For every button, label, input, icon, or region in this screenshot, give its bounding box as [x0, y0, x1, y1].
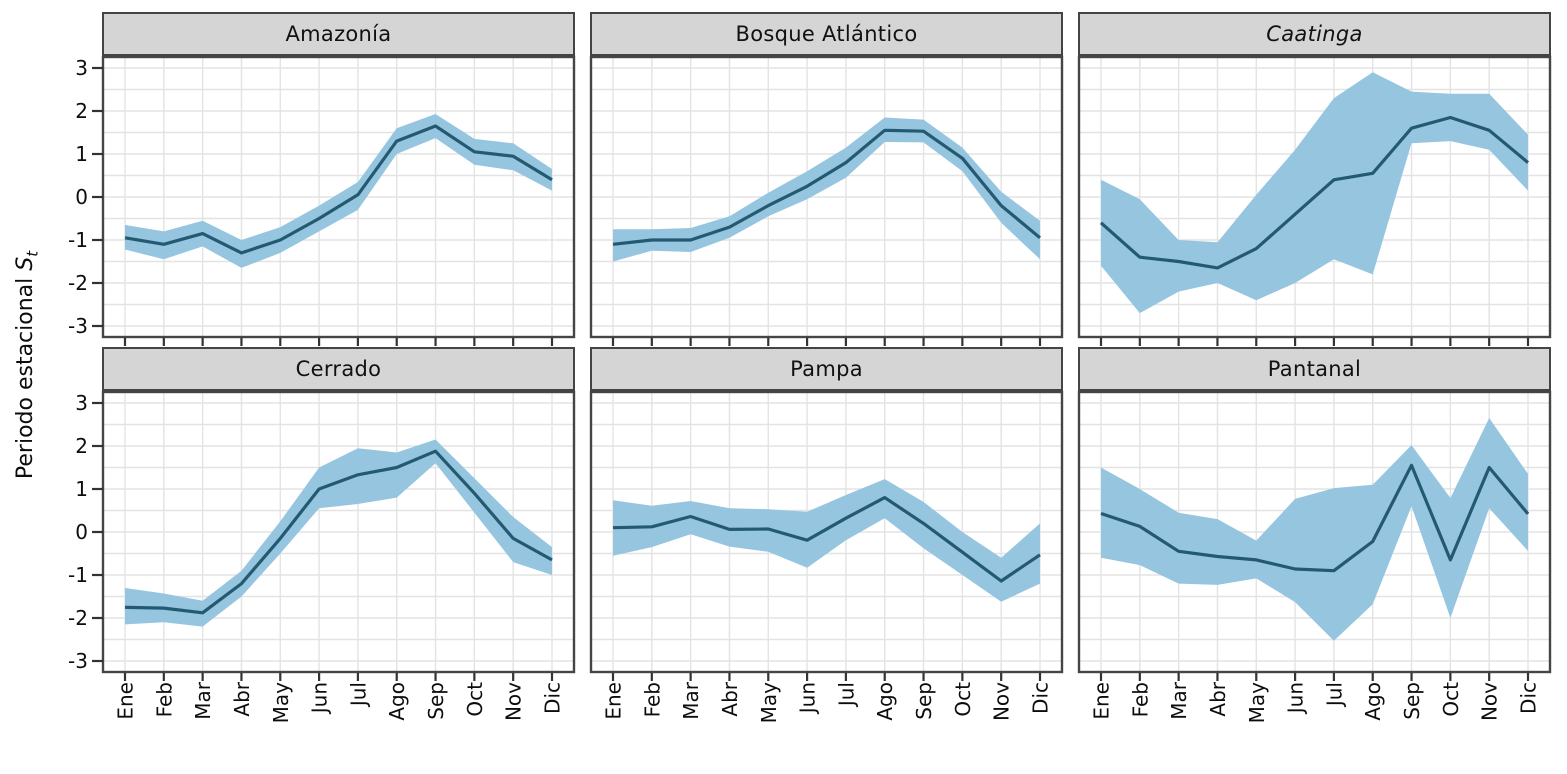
- facet-header-bosque-atlantico: Bosque Atlántico: [590, 12, 1063, 56]
- confidence-ribbon: [125, 114, 552, 268]
- facet-plot-amazonia: [92, 55, 576, 346]
- facet-plot-pantanal: [1077, 390, 1552, 681]
- x-tick-label: May: [757, 682, 781, 724]
- x-tick-label: Abr: [1206, 681, 1230, 716]
- x-tick-label: Mar: [679, 681, 703, 720]
- confidence-ribbon: [1101, 72, 1528, 314]
- confidence-ribbon: [1101, 418, 1528, 641]
- x-tick-label: Ene: [602, 682, 626, 720]
- y-tick-label: 3: [75, 391, 88, 415]
- x-tick-label: Jul: [834, 682, 858, 708]
- facet-header-cerrado: Cerrado: [102, 347, 575, 391]
- y-tick-label: 2: [75, 434, 88, 458]
- y-tick-label: 0: [75, 185, 88, 209]
- facet-header-pampa: Pampa: [590, 347, 1063, 391]
- x-tick-label: Jun: [308, 682, 332, 715]
- x-tick-label: Ago: [1361, 682, 1385, 721]
- y-tick-label: -3: [68, 314, 88, 338]
- x-tick-label: Abr: [230, 681, 254, 716]
- x-tick-label: Dic: [1029, 682, 1053, 714]
- x-tick-label: Jun: [796, 682, 820, 715]
- y-tick-label: -1: [68, 228, 88, 252]
- x-tick-label: Sep: [1400, 682, 1424, 720]
- x-tick-label: Jun: [1284, 682, 1308, 715]
- panel-border: [589, 55, 1064, 339]
- seasonal-mean-line: [124, 449, 553, 615]
- confidence-ribbon: [613, 479, 1040, 602]
- x-tick-label: Sep: [424, 682, 448, 720]
- y-axis-title: Periodo estacional St: [11, 35, 41, 695]
- x-axis-pantanal: Ene Feb Mar Abr May Jun Jul Ago Sep Oct Nov Dic: [1090, 681, 1541, 724]
- x-tick-label: Feb: [152, 682, 176, 717]
- facet-title: Amazonía: [285, 22, 392, 46]
- y-axis-title-text: Periodo estacional: [13, 270, 38, 479]
- facet-title: Pantanal: [1267, 357, 1362, 381]
- x-tick-label: Ago: [873, 682, 897, 721]
- facet-plot-cerrado: [92, 390, 576, 681]
- seasonal-mean-line: [612, 495, 1041, 583]
- x-tick-label: Ago: [385, 682, 409, 721]
- facet-plot-caatinga: [1077, 55, 1552, 346]
- y-tick-label: 0: [75, 520, 88, 544]
- facet-plot-pampa: [589, 390, 1064, 681]
- seasonal-mean-line: [1099, 115, 1530, 270]
- facet-header-amazonia: Amazonía: [102, 12, 575, 56]
- y-tick-label: 2: [75, 99, 88, 123]
- x-tick-label: Nov: [502, 682, 526, 721]
- x-tick-label: Nov: [1478, 682, 1502, 721]
- confidence-ribbon: [613, 117, 1040, 262]
- y-tick-label: -2: [68, 271, 88, 295]
- seasonal-mean-line: [124, 124, 553, 255]
- confidence-ribbon: [125, 439, 552, 627]
- x-tick-label: May: [1245, 682, 1269, 724]
- x-tick-label: Abr: [718, 681, 742, 716]
- x-axis-cerrado: Ene Feb Mar Abr May Jun Jul Ago Sep Oct Nov Dic: [114, 681, 565, 724]
- y-axis-title-var: S: [13, 256, 38, 271]
- seasonal-mean-line: [612, 128, 1042, 246]
- x-tick-label: Feb: [1128, 682, 1152, 717]
- seasonal-mean-line: [1100, 463, 1530, 573]
- panel-border: [1077, 390, 1552, 674]
- x-tick-label: Nov: [990, 682, 1014, 721]
- x-tick-label: Ene: [114, 682, 138, 720]
- facet-title: Caatinga: [1266, 22, 1363, 46]
- x-tick-label: Oct: [951, 682, 975, 717]
- facet-header-pantanal: Pantanal: [1078, 347, 1551, 391]
- x-tick-label: Mar: [191, 681, 215, 720]
- x-tick-label: Jul: [346, 682, 370, 708]
- x-axis-pampa: Ene Feb Mar Abr May Jun Jul Ago Sep Oct Nov Dic: [602, 681, 1053, 724]
- y-tick-label: 1: [75, 477, 88, 501]
- x-tick-label: Ene: [1090, 682, 1114, 720]
- y-tick-label: 3: [75, 56, 88, 80]
- x-tick-label: Sep: [912, 682, 936, 720]
- x-tick-label: Dic: [1517, 682, 1541, 714]
- facet-title: Cerrado: [295, 357, 382, 381]
- x-tick-label: Mar: [1167, 681, 1191, 720]
- panel-border: [1077, 55, 1552, 339]
- facet-header-caatinga: Caatinga: [1078, 12, 1551, 56]
- facet-title: Pampa: [790, 357, 863, 381]
- panel-border: [589, 390, 1064, 674]
- x-tick-label: Feb: [640, 682, 664, 717]
- y-tick-label: -2: [68, 606, 88, 630]
- x-tick-label: Oct: [463, 682, 487, 717]
- x-tick-label: May: [269, 682, 293, 724]
- y-tick-label: -3: [68, 649, 88, 673]
- x-tick-label: Oct: [1439, 682, 1463, 717]
- facet-title: Bosque Atlántico: [735, 22, 918, 46]
- facet-plot-bosque-atlantico: [589, 55, 1064, 346]
- y-tick-label: -1: [68, 563, 88, 587]
- x-tick-label: Dic: [541, 682, 565, 714]
- y-tick-label: 1: [75, 142, 88, 166]
- x-tick-label: Jul: [1322, 682, 1346, 708]
